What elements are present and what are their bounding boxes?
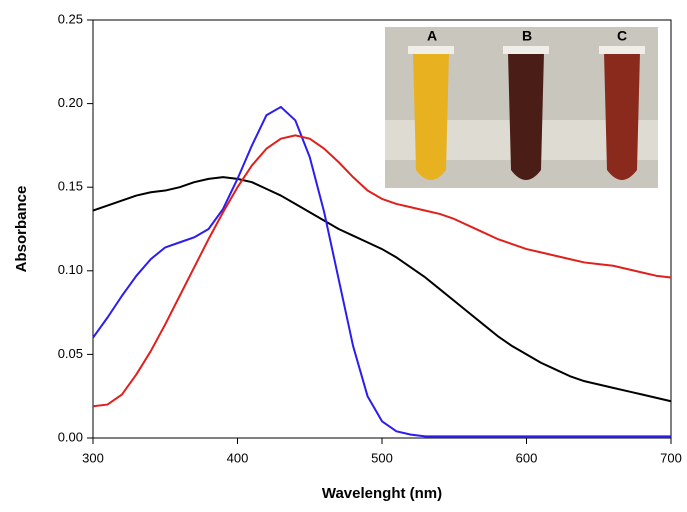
tube-cap: [599, 46, 645, 54]
x-axis-title: Wavelenght (nm): [322, 485, 442, 502]
y-axis-title: Absorbance: [13, 186, 30, 273]
y-tick-label: 0.20: [58, 95, 83, 110]
tube: [413, 52, 449, 180]
tube: [604, 52, 640, 180]
series-line: [92, 134, 672, 408]
inset-photo: [385, 27, 658, 188]
y-tick-label: 0.25: [58, 11, 83, 26]
x-tick-label: 700: [660, 450, 682, 465]
inset-label: C: [617, 28, 627, 44]
tube-cap: [408, 46, 454, 54]
inset-label: A: [427, 28, 437, 44]
inset-label: B: [522, 28, 532, 44]
x-tick-label: 400: [227, 450, 249, 465]
x-tick-label: 300: [82, 450, 104, 465]
series-line: [92, 176, 672, 403]
series-line: [92, 105, 671, 438]
tube-cap: [503, 46, 549, 54]
tube: [508, 52, 544, 180]
y-tick-label: 0.00: [58, 429, 83, 444]
x-tick-label: 600: [516, 450, 538, 465]
y-tick-label: 0.10: [58, 262, 83, 277]
y-tick-label: 0.05: [58, 346, 83, 361]
y-tick-label: 0.15: [58, 179, 83, 194]
x-tick-label: 500: [371, 450, 393, 465]
